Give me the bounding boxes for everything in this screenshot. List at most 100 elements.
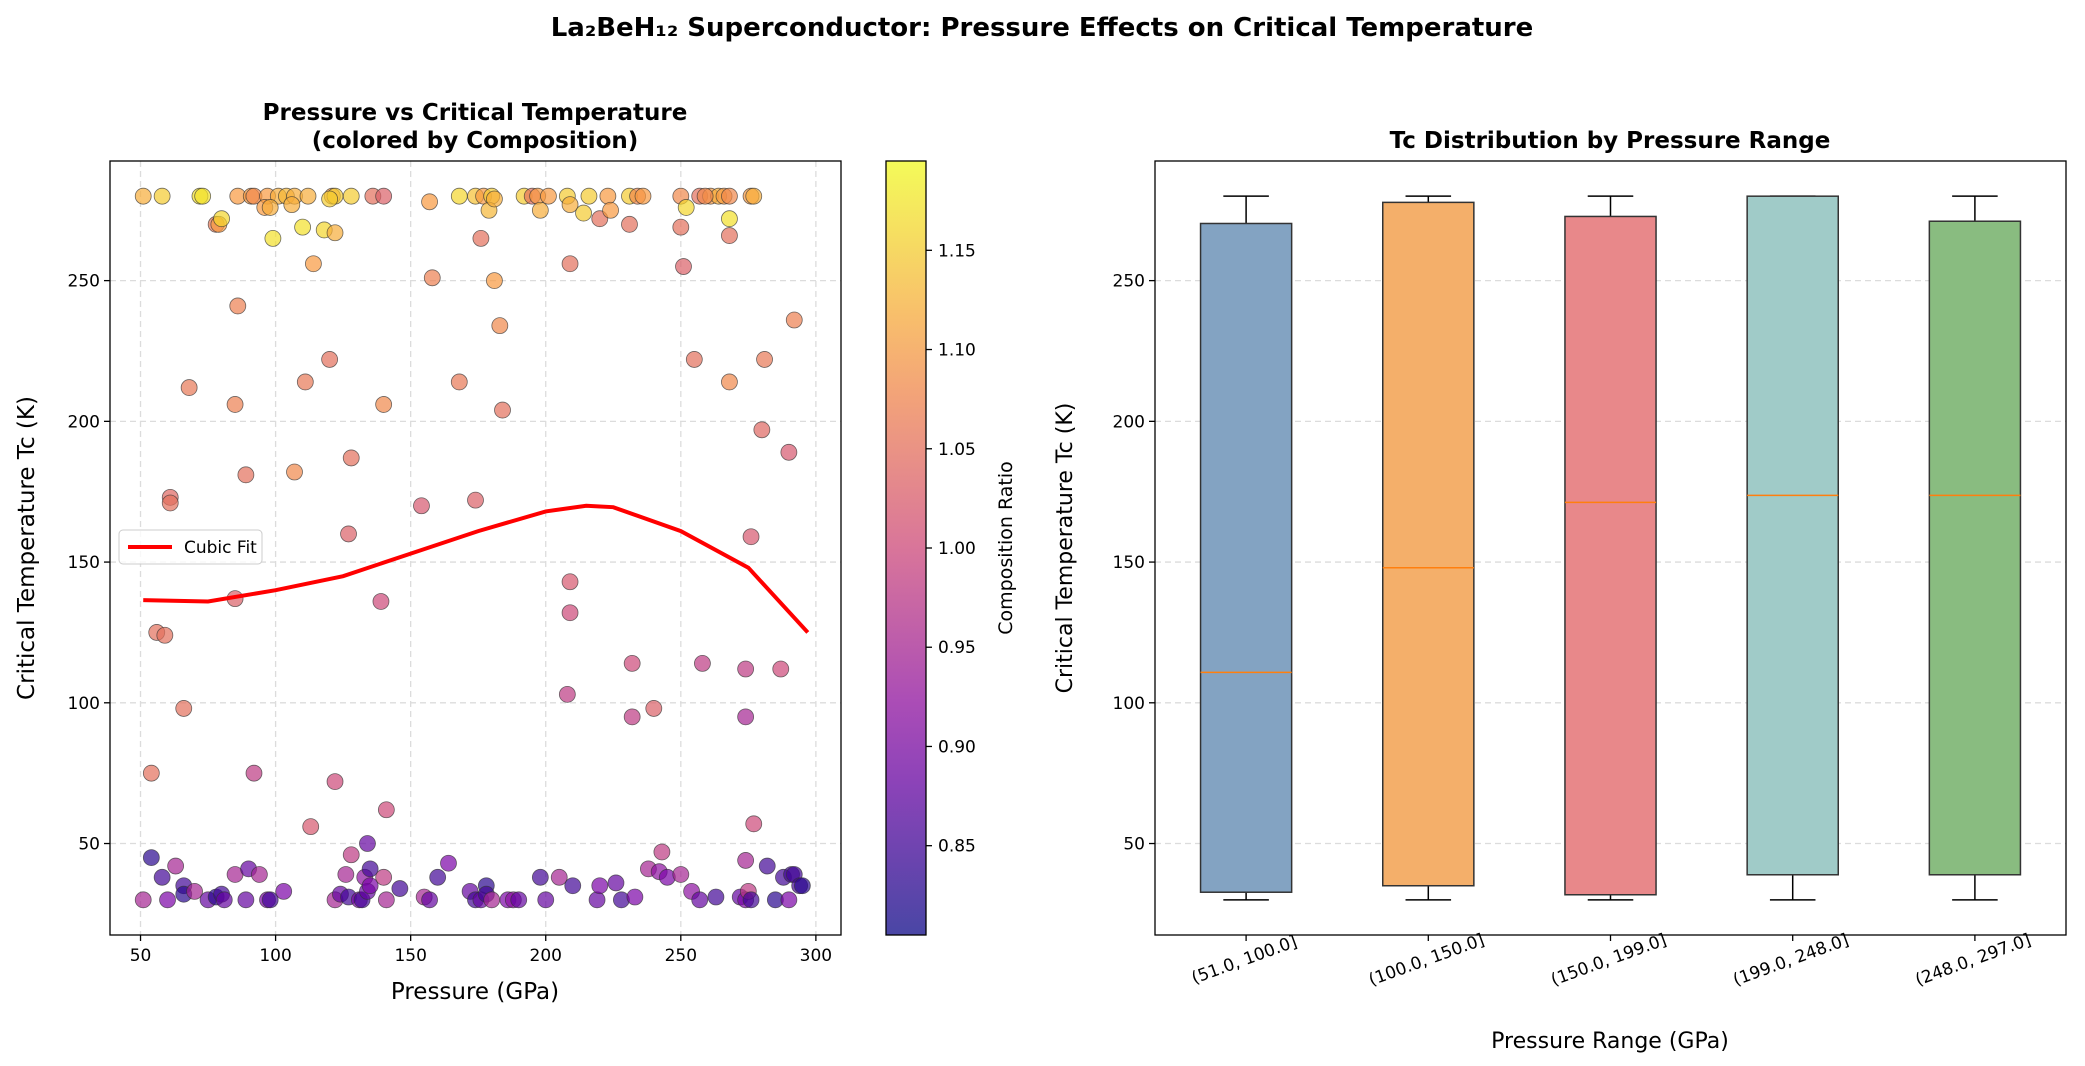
y-tick-label: 100 bbox=[1113, 694, 1145, 714]
x-tick-label: 100 bbox=[259, 946, 291, 966]
scatter-point bbox=[180, 379, 198, 396]
scatter-point bbox=[561, 255, 579, 273]
scatter-point bbox=[467, 491, 484, 509]
scatter-point bbox=[621, 215, 638, 233]
scatter-point bbox=[321, 351, 339, 368]
scatter-point bbox=[215, 891, 233, 909]
scatter-point bbox=[721, 210, 738, 228]
scatter-point bbox=[486, 190, 503, 208]
y-tick-label: 150 bbox=[68, 553, 100, 573]
legend: Cubic Fit bbox=[118, 529, 263, 565]
scatter-point bbox=[737, 660, 755, 678]
scatter-point bbox=[561, 196, 579, 214]
scatter-point bbox=[626, 888, 644, 906]
x-tick-label: 300 bbox=[800, 946, 832, 966]
scatter-point bbox=[342, 187, 360, 205]
scatter-point bbox=[359, 835, 376, 852]
scatter-point bbox=[685, 351, 703, 368]
colorbar-tick-label: 0.95 bbox=[938, 638, 976, 658]
colorbar: Composition Ratio 0.85 0.90 0.95 1.00 1.05 1.… bbox=[885, 160, 1017, 936]
box-xlabel: Pressure Range (GPa) bbox=[1491, 1029, 1729, 1054]
scatter-point bbox=[159, 891, 176, 909]
x-tick-label: 200 bbox=[530, 946, 562, 966]
scatter-point bbox=[361, 877, 379, 895]
scatter-point bbox=[372, 593, 390, 610]
scatter-ylabel: Critical Temperature Tc (K) bbox=[14, 396, 40, 700]
scatter-point bbox=[337, 866, 355, 883]
scatter-point bbox=[142, 849, 160, 866]
colorbar-label: Composition Ratio bbox=[995, 461, 1017, 634]
scatter-xlabel: Pressure (GPa) bbox=[391, 979, 559, 1005]
scatter-point bbox=[377, 891, 395, 909]
legend-label: Cubic Fit bbox=[184, 538, 257, 558]
box-body bbox=[1382, 201, 1475, 887]
scatter-point bbox=[342, 449, 360, 467]
scatter-point bbox=[540, 187, 557, 205]
scatter-point bbox=[286, 463, 303, 481]
scatter-point bbox=[483, 891, 501, 909]
scatter-point bbox=[375, 396, 393, 413]
scatter-point bbox=[588, 891, 606, 909]
scatter-point bbox=[302, 818, 320, 836]
scatter-point bbox=[745, 187, 763, 205]
scatter-point bbox=[275, 882, 293, 900]
scatter-point bbox=[237, 466, 255, 484]
scatter-point bbox=[537, 891, 555, 909]
scatter-panel: Pressure vs Critical Temperature (colore… bbox=[14, 100, 842, 1005]
scatter-point bbox=[472, 229, 490, 247]
scatter-point bbox=[623, 708, 641, 726]
scatter-point bbox=[375, 187, 393, 205]
scatter-point bbox=[672, 218, 690, 236]
scatter-point bbox=[423, 269, 441, 287]
figure-suptitle: La₂BeH₁₂ Superconductor: Pressure Effect… bbox=[551, 13, 1534, 43]
scatter-point bbox=[167, 857, 185, 875]
scatter-point bbox=[326, 773, 344, 791]
x-tick-label: 150 bbox=[394, 946, 426, 966]
scatter-point bbox=[491, 317, 509, 335]
scatter-point bbox=[156, 626, 174, 644]
scatter-point bbox=[753, 421, 771, 439]
scatter-point bbox=[450, 187, 468, 205]
scatter-point bbox=[721, 227, 738, 244]
scatter-point bbox=[694, 654, 711, 672]
scatter-point bbox=[510, 891, 528, 909]
scatter-point bbox=[580, 187, 598, 205]
scatter-point bbox=[186, 882, 203, 900]
scatter-point bbox=[737, 708, 755, 726]
scatter-point bbox=[361, 860, 379, 878]
scatter-point bbox=[575, 204, 592, 222]
scatter-point bbox=[785, 311, 803, 329]
scatter-point bbox=[602, 201, 619, 219]
colorbar-bar bbox=[885, 160, 927, 936]
scatter-point bbox=[737, 852, 755, 869]
scatter-point bbox=[745, 815, 763, 833]
scatter-point bbox=[226, 396, 244, 413]
scatter-point bbox=[691, 891, 709, 909]
scatter-point bbox=[299, 187, 317, 205]
x-tick-label: 250 bbox=[665, 946, 697, 966]
scatter-point bbox=[780, 891, 798, 909]
scatter-point bbox=[264, 229, 282, 247]
x-tick-label: (100.0, 150.0] bbox=[1366, 930, 1487, 990]
scatter-point bbox=[391, 880, 409, 897]
scatter-point bbox=[413, 497, 430, 515]
scatter-axes-frame bbox=[109, 160, 842, 936]
scatter-point bbox=[294, 218, 312, 236]
scatter-point bbox=[175, 700, 193, 717]
box-ylabel: Critical Temperature Tc (K) bbox=[1053, 403, 1078, 694]
x-tick-label: 50 bbox=[130, 946, 152, 966]
scatter-point bbox=[653, 843, 671, 861]
scatter-point bbox=[377, 801, 395, 819]
scatter-point bbox=[134, 187, 152, 205]
scatter-point bbox=[153, 868, 171, 886]
scatter-point bbox=[772, 660, 790, 678]
scatter-point bbox=[305, 255, 322, 273]
scatter-point bbox=[375, 868, 393, 886]
scatter-point bbox=[450, 373, 468, 391]
y-tick-label: 250 bbox=[1113, 272, 1145, 292]
scatter-point bbox=[672, 866, 690, 883]
scatter-point bbox=[342, 846, 360, 864]
y-tick-label: 100 bbox=[68, 694, 100, 714]
colorbar-tick-label: 1.00 bbox=[938, 539, 976, 559]
scatter-point bbox=[340, 525, 357, 543]
